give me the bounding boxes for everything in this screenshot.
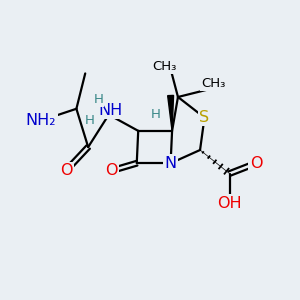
- Text: OH: OH: [217, 196, 242, 211]
- Text: H: H: [85, 114, 94, 127]
- Text: CH₃: CH₃: [152, 60, 177, 73]
- Text: NH₂: NH₂: [26, 113, 56, 128]
- Text: O: O: [60, 163, 72, 178]
- Polygon shape: [168, 95, 174, 131]
- Text: H: H: [151, 108, 161, 121]
- Text: O: O: [250, 156, 262, 171]
- Text: CH₃: CH₃: [201, 77, 226, 90]
- Text: H: H: [94, 93, 103, 106]
- Text: O: O: [106, 163, 118, 178]
- Text: S: S: [200, 110, 209, 125]
- Text: N: N: [164, 156, 177, 171]
- Text: NH: NH: [98, 103, 122, 118]
